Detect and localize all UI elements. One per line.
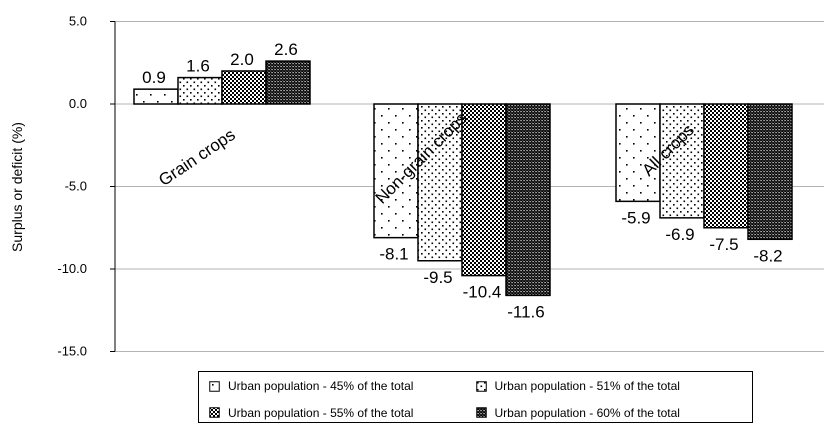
legend-item: Urban population - 51% of the total [475, 377, 743, 396]
data-label: -6.9 [665, 225, 694, 244]
legend-label: Urban population - 55% of the total [228, 405, 414, 420]
y-tick-label: -10.0 [57, 261, 87, 276]
y-tick-label: -5.0 [65, 179, 87, 194]
legend-item: Urban population - 45% of the total [209, 377, 476, 396]
data-labels: 0.9 -8.1 -5.9 1.6 -9.5 -6.9 2.0 -10.4 -7.5 2.6 -11… [142, 40, 782, 321]
bar [747, 103, 793, 241]
bar [703, 103, 749, 229]
bar [265, 60, 311, 105]
bar [505, 103, 551, 297]
legend-swatch [475, 381, 487, 392]
bar [615, 103, 661, 203]
legend-item: Urban population - 55% of the total [209, 404, 476, 423]
y-tick-label: 0.0 [69, 96, 87, 111]
bars [133, 60, 793, 297]
y-axis-label: Surplus or deficit (%) [9, 122, 25, 252]
data-label: -5.9 [621, 208, 650, 227]
bar [177, 76, 223, 105]
data-label: 2.0 [230, 50, 254, 69]
category-label: Grain crops [155, 125, 238, 190]
bar [659, 103, 705, 219]
legend-label: Urban population - 51% of the total [494, 379, 680, 394]
legend-swatch [475, 407, 487, 418]
y-axis: 5.0 0.0 -5.0 -10.0 -15.0 [57, 14, 116, 359]
legend-label: Urban population - 45% of the total [228, 379, 414, 394]
bar [221, 70, 267, 105]
y-tick-label: 5.0 [69, 14, 87, 29]
data-label: 2.6 [274, 40, 298, 59]
legend-swatch [209, 407, 220, 418]
legend-swatch [209, 381, 220, 392]
bar [461, 103, 507, 277]
data-label: 0.9 [142, 68, 166, 87]
data-label: -9.5 [423, 268, 452, 287]
legend-item: Urban population - 60% of the total [475, 404, 743, 423]
data-label: -8.2 [753, 246, 782, 265]
data-label: 1.6 [186, 57, 210, 76]
legend: Urban population - 45% of the total Urban… [198, 371, 753, 423]
bar [373, 103, 419, 239]
data-label: -7.5 [709, 235, 738, 254]
legend-label: Urban population - 60% of the total [494, 405, 680, 420]
data-label: -10.4 [463, 283, 502, 302]
y-tick-label: -15.0 [57, 344, 87, 359]
data-label: -11.6 [507, 302, 545, 321]
bar [133, 88, 179, 105]
data-label: -8.1 [379, 245, 408, 264]
